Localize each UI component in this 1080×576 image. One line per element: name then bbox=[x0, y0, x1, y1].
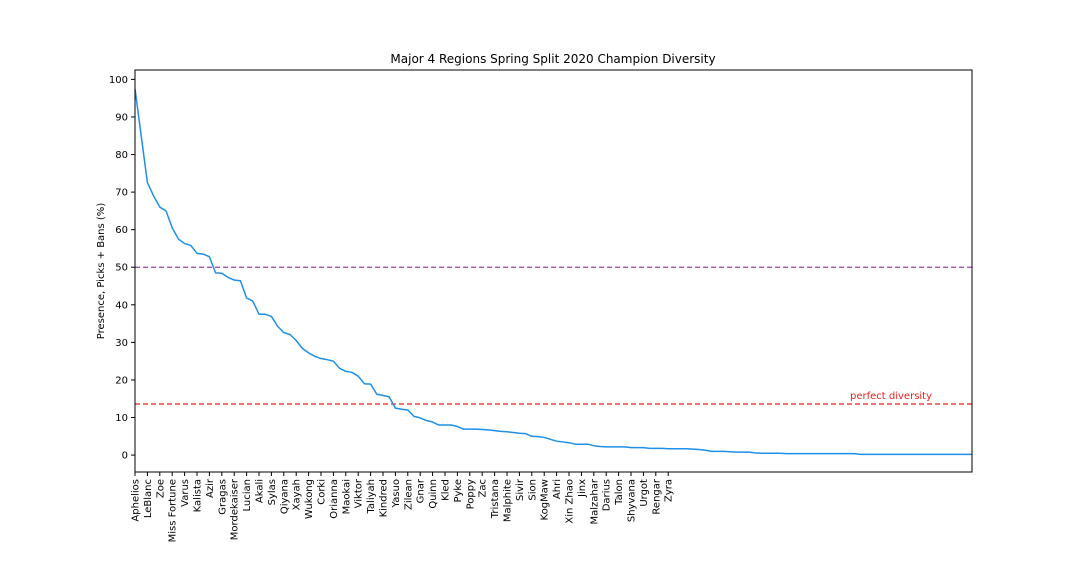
y-tick-label: 70 bbox=[115, 188, 128, 199]
x-tick-label: Xayah bbox=[292, 479, 303, 510]
x-tick-label: Varus bbox=[180, 479, 191, 507]
y-axis-label: Presence, Picks + Bans (%) bbox=[96, 203, 107, 340]
x-axis: Aphelios LeBlanc Zoe Miss Fortune Varus Kalis… bbox=[131, 472, 675, 542]
y-tick-label: 20 bbox=[115, 375, 128, 386]
x-tick-label: Lucian bbox=[242, 479, 253, 511]
x-tick-label: Yasuo bbox=[391, 479, 402, 509]
x-tick-label: Sylas bbox=[267, 479, 278, 505]
x-tick-label: Wukong bbox=[304, 479, 315, 519]
x-tick-label: Malphite bbox=[503, 479, 514, 522]
x-tick-label: Shyvana bbox=[627, 479, 638, 522]
y-tick-label: 60 bbox=[115, 225, 128, 236]
x-tick-label: Xin Zhao bbox=[565, 479, 576, 524]
x-tick-label: Kled bbox=[441, 479, 452, 501]
x-tick-label: Gnar bbox=[416, 478, 427, 503]
y-tick-label: 40 bbox=[115, 300, 128, 311]
x-tick-label: Sion bbox=[527, 479, 538, 501]
x-tick-label: Darius bbox=[602, 479, 613, 511]
x-tick-label: Ahri bbox=[552, 479, 563, 499]
x-tick-label: Aphelios bbox=[131, 479, 142, 522]
x-tick-label: Corki bbox=[317, 479, 328, 505]
x-tick-label: Zac bbox=[478, 479, 489, 497]
x-tick-label: Zyra bbox=[664, 479, 675, 502]
x-tick-label: Orianna bbox=[329, 479, 340, 519]
x-tick-label: Pyke bbox=[453, 479, 464, 503]
y-axis: 0 10 20 30 40 50 60 70 80 90 100 bbox=[109, 75, 135, 462]
x-tick-label: Zilean bbox=[403, 479, 414, 510]
x-tick-label: Rengar bbox=[651, 478, 662, 514]
x-tick-label: Zoe bbox=[155, 479, 166, 498]
x-tick-label: Mordekaiser bbox=[230, 478, 241, 540]
y-tick-label: 30 bbox=[115, 338, 128, 349]
y-tick-label: 0 bbox=[122, 451, 128, 462]
x-tick-label: LeBlanc bbox=[143, 479, 154, 518]
reference-line-label: perfect diversity bbox=[850, 391, 932, 402]
x-tick-label: Poppy bbox=[465, 479, 476, 509]
y-tick-label: 100 bbox=[109, 75, 128, 86]
x-tick-label: Maokai bbox=[341, 479, 352, 514]
series-layer bbox=[134, 88, 972, 456]
x-tick-label: Malzahar bbox=[589, 478, 600, 524]
x-tick-label: Gragas bbox=[217, 479, 228, 515]
x-tick-label: Azir bbox=[205, 478, 216, 498]
x-tick-label: Miss Fortune bbox=[168, 479, 179, 542]
y-tick-label: 80 bbox=[115, 150, 128, 161]
x-tick-label: Talon bbox=[614, 479, 625, 506]
x-tick-label: Qiyana bbox=[279, 479, 290, 514]
x-tick-label: Kalista bbox=[193, 479, 204, 512]
x-tick-label: Kindred bbox=[379, 479, 390, 517]
x-tick-label: Viktor bbox=[354, 478, 365, 508]
x-tick-label: Taliyah bbox=[366, 479, 377, 515]
y-tick-label: 10 bbox=[115, 413, 128, 424]
x-tick-label: Urgot bbox=[639, 479, 650, 507]
plot-frame bbox=[134, 69, 973, 473]
chart-title: Major 4 Regions Spring Split 2020 Champi… bbox=[390, 52, 715, 66]
x-tick-label: Akali bbox=[255, 479, 266, 503]
x-tick-label: Sivir bbox=[515, 478, 526, 501]
x-tick-label: Tristana bbox=[490, 479, 501, 519]
y-tick-label: 50 bbox=[115, 263, 128, 274]
x-tick-label: Quinn bbox=[428, 479, 439, 509]
x-tick-label: KogMaw bbox=[540, 479, 551, 520]
series-line bbox=[134, 88, 972, 456]
y-tick-label: 90 bbox=[115, 112, 128, 123]
reference-lines: perfect diversity bbox=[135, 266, 972, 405]
x-tick-label: Jinx bbox=[577, 479, 588, 498]
